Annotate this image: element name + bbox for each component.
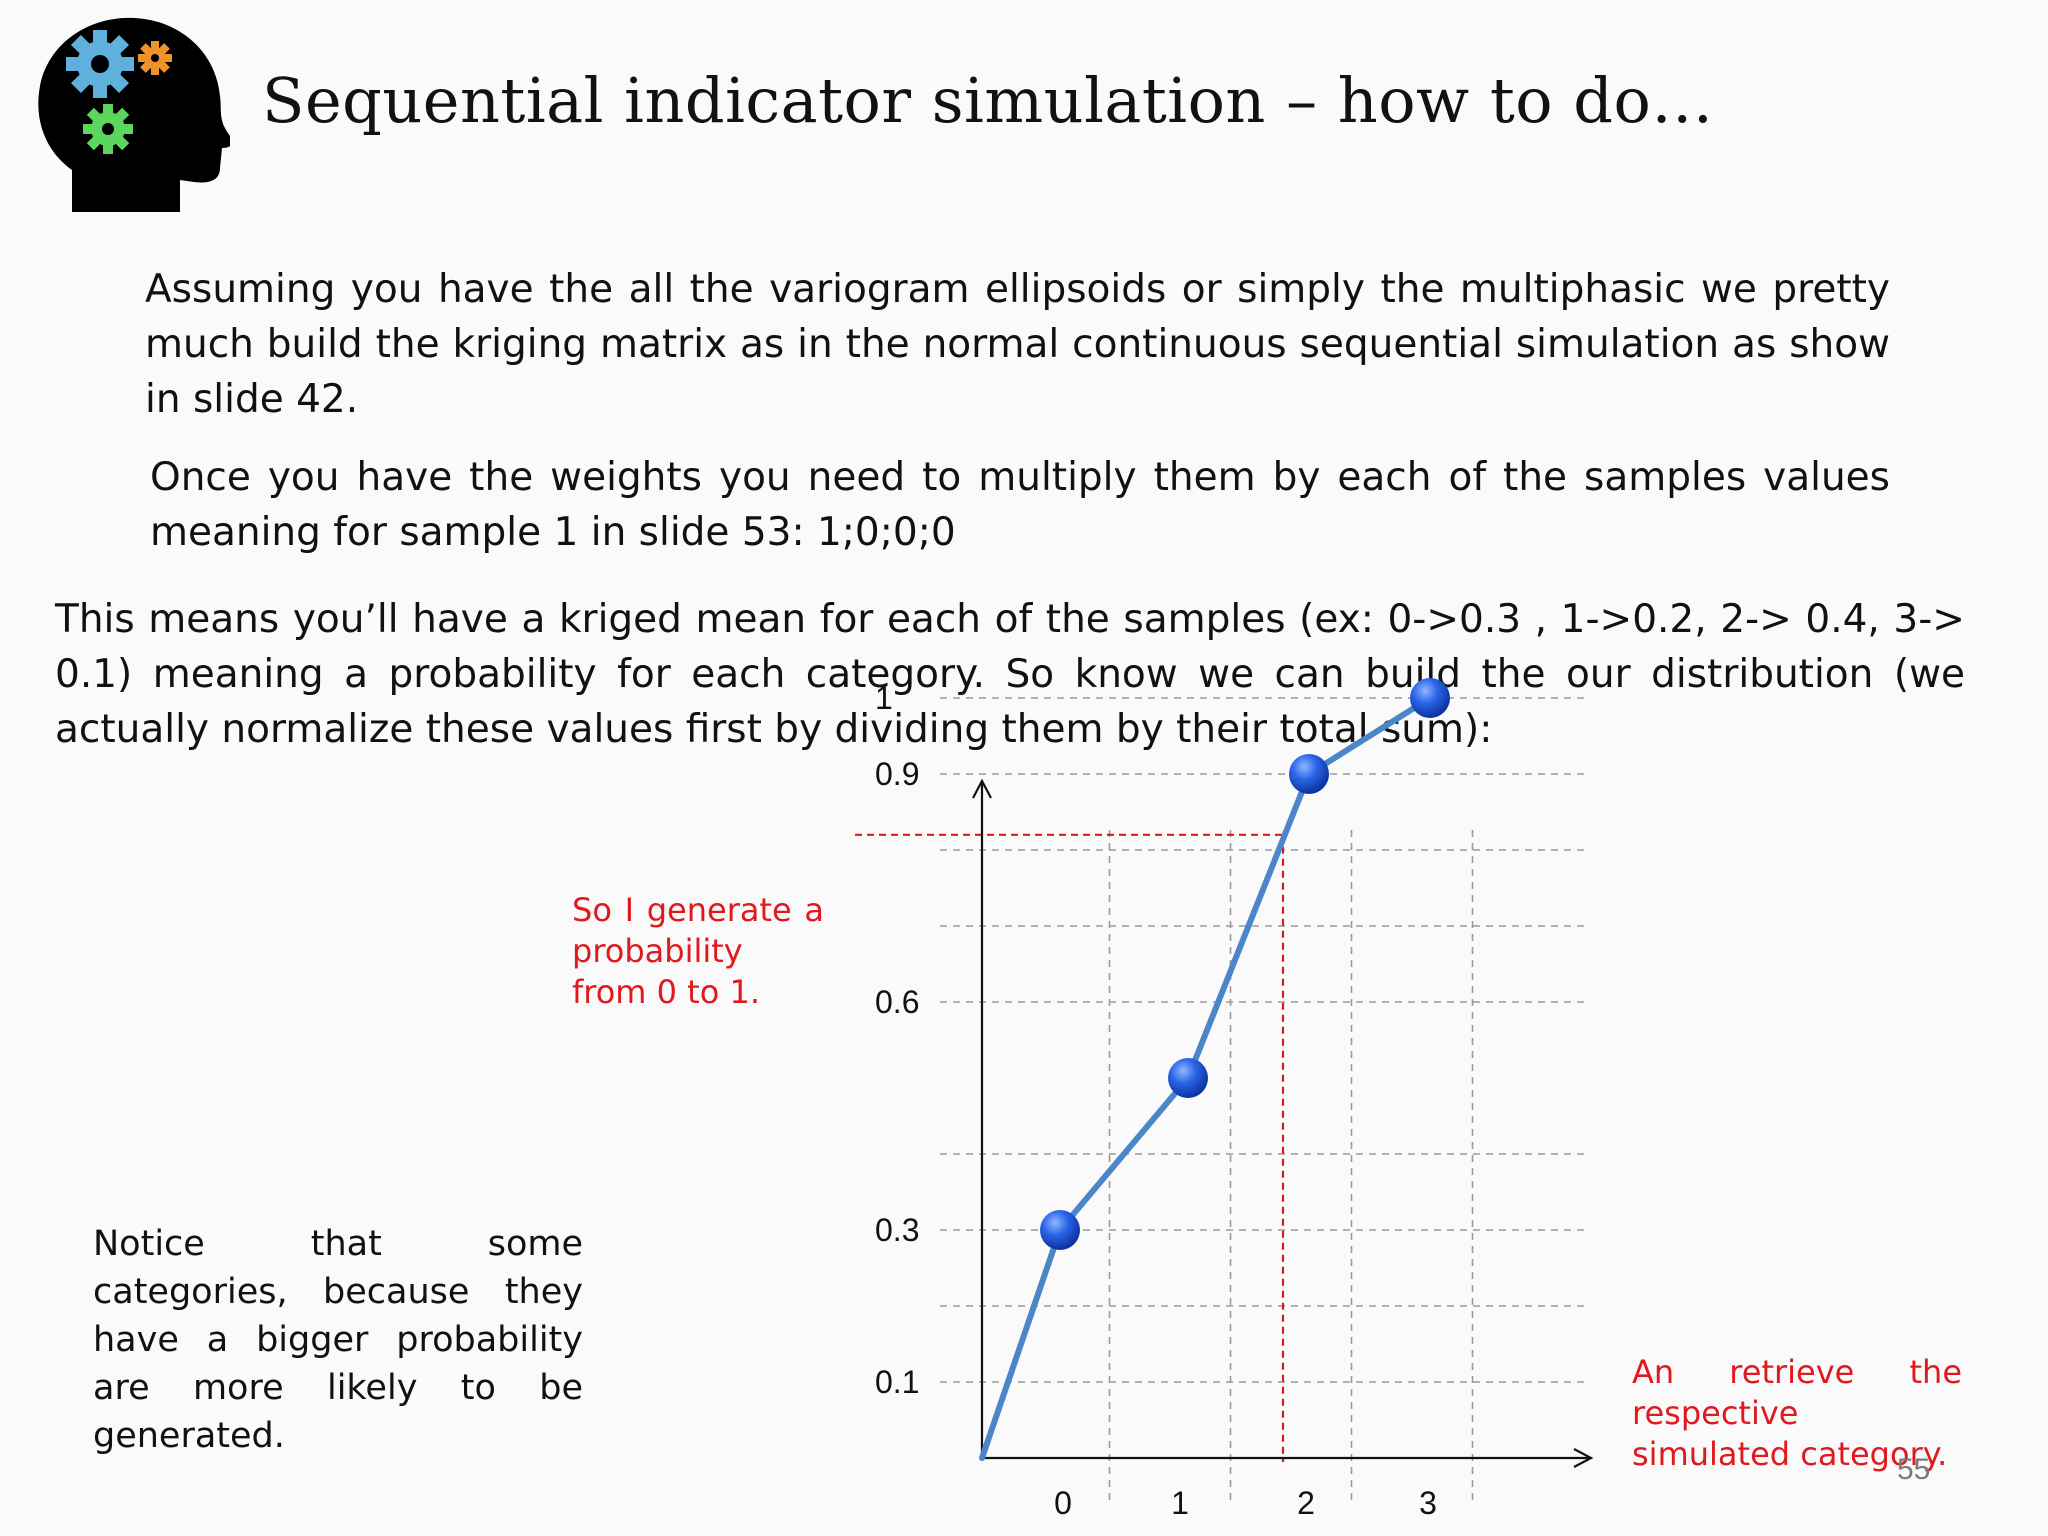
y-tick-label: 0.1 bbox=[875, 1364, 919, 1400]
x-tick-labels: 0 1 2 3 bbox=[1054, 1485, 1437, 1521]
y-tick-label: 1 bbox=[875, 680, 893, 716]
x-tick-label: 3 bbox=[1419, 1485, 1437, 1521]
page-number: 55 bbox=[1897, 1453, 1931, 1486]
side-note-categories: Notice that some categories, because the… bbox=[93, 1224, 583, 1456]
x-axis-arrow bbox=[1573, 1448, 1594, 1468]
slide-title: Sequential indicator simulation – how to… bbox=[262, 64, 1714, 137]
cdf-series bbox=[979, 678, 1450, 1461]
x-tick-label: 0 bbox=[1054, 1485, 1072, 1521]
paragraph-weights: Once you have the weights you need to mu… bbox=[150, 455, 1890, 555]
note-generate-probability: So I generate a probability from 0 to 1. bbox=[572, 891, 824, 1011]
x-tick-label: 2 bbox=[1297, 1485, 1315, 1521]
paragraph-kriged-mean: This means you’ll have a kriged mean for… bbox=[55, 597, 1965, 752]
chart-axes bbox=[972, 778, 1594, 1468]
y-tick-labels: 0.1 0.3 0.6 0.9 1 bbox=[875, 680, 919, 1400]
cdf-point bbox=[1168, 1058, 1208, 1098]
head-with-gears-icon bbox=[38, 17, 230, 212]
x-tick-label: 1 bbox=[1171, 1485, 1189, 1521]
note-retrieve-category: An retrieve the respective simulated cat… bbox=[1632, 1353, 1962, 1473]
y-tick-label: 0.6 bbox=[875, 984, 919, 1020]
cdf-point bbox=[1040, 1210, 1080, 1250]
y-tick-label: 0.3 bbox=[875, 1212, 919, 1248]
paragraph-kriging-matrix: Assuming you have the all the variogram … bbox=[145, 267, 1890, 422]
probability-reference-lines bbox=[855, 833, 1285, 1462]
chart-grid bbox=[940, 697, 1585, 1500]
cdf-point bbox=[1289, 754, 1329, 794]
y-axis-arrow bbox=[972, 778, 992, 799]
y-tick-label: 0.9 bbox=[875, 756, 919, 792]
cdf-point bbox=[1410, 678, 1450, 718]
